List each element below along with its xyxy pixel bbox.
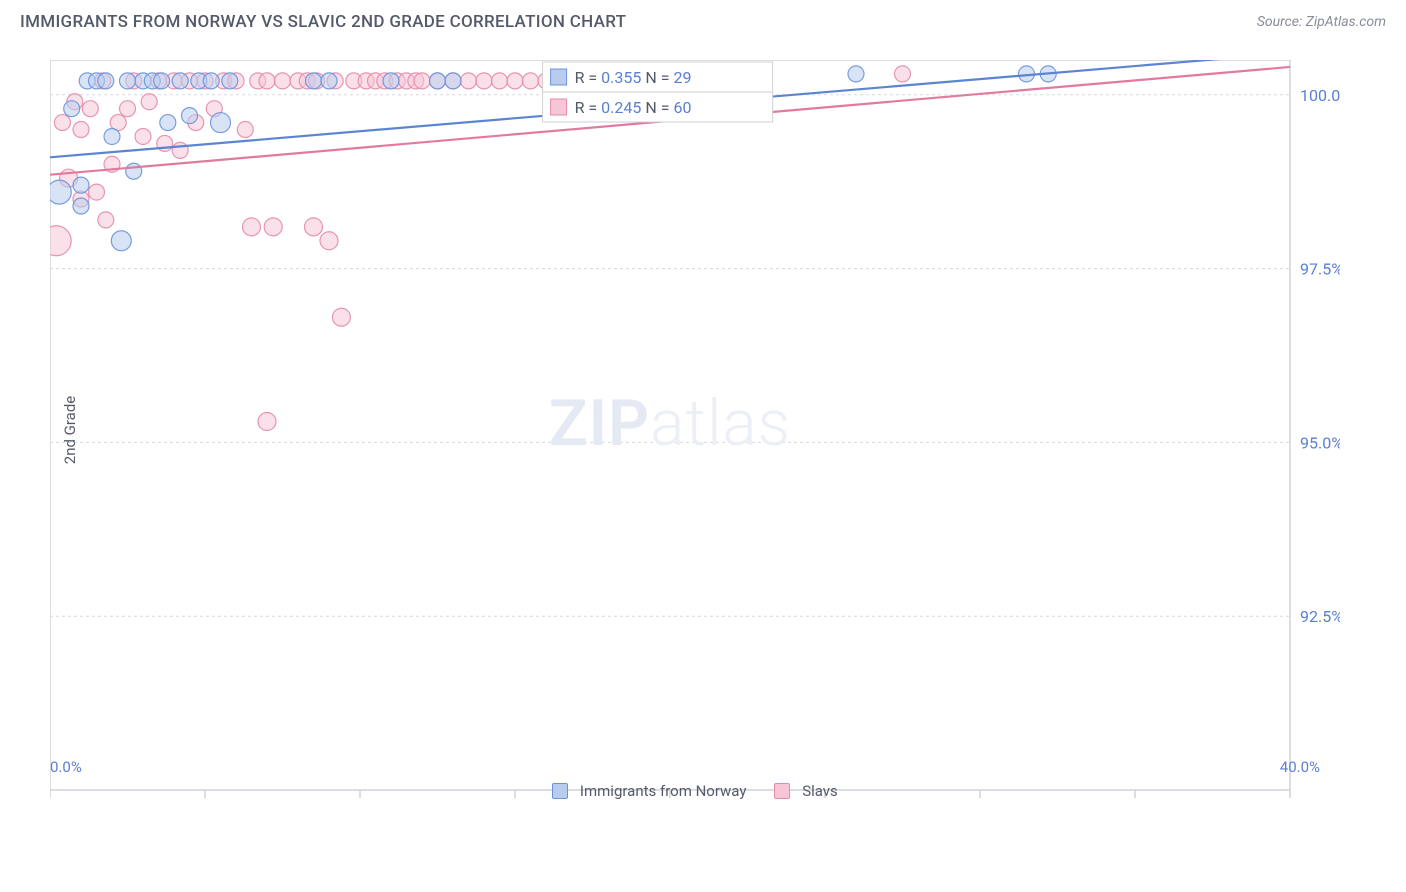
svg-text:ZIPatlas: ZIPatlas	[549, 386, 791, 461]
svg-text:97.5%: 97.5%	[1300, 260, 1340, 279]
svg-text:R = 0.245 N = 60: R = 0.245 N = 60	[575, 98, 692, 117]
svg-text:R = 0.355 N = 29: R = 0.355 N = 29	[575, 68, 692, 87]
x-axis-min-label: 0.0%	[50, 758, 82, 776]
x-axis-max-label: 40.0%	[1280, 758, 1320, 776]
legend-swatch-norway	[552, 783, 568, 799]
legend-item-slavs: Slavs	[774, 782, 837, 800]
legend-item-norway: Immigrants from Norway	[552, 782, 746, 800]
chart-area: 2nd Grade 100.0% 97.5% 95.0% 92.5% ZIPatlas R…	[50, 60, 1340, 800]
chart-title: IMMIGRANTS FROM NORWAY VS SLAVIC 2ND GRA…	[20, 12, 626, 32]
scatter-chart: 100.0% 97.5% 95.0% 92.5% ZIPatlas R = 0.355 N…	[50, 60, 1340, 800]
legend-label-slavs: Slavs	[802, 782, 838, 800]
svg-text:100.0%: 100.0%	[1300, 86, 1340, 105]
legend-swatch-slavs	[774, 783, 790, 799]
y-axis-label: 2nd Grade	[61, 396, 79, 464]
legend-label-norway: Immigrants from Norway	[580, 782, 747, 800]
svg-text:95.0%: 95.0%	[1300, 433, 1340, 452]
legend: Immigrants from Norway Slavs	[50, 782, 1340, 800]
source-attribution: Source: ZipAtlas.com	[1257, 14, 1386, 30]
svg-text:92.5%: 92.5%	[1300, 607, 1340, 626]
